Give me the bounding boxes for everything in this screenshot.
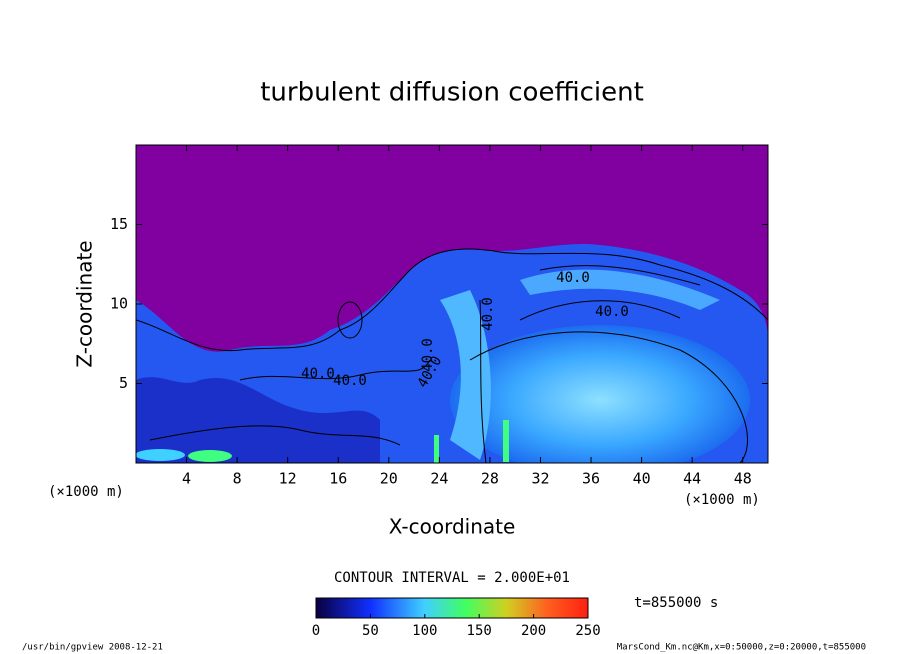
x-tick-label: 28 bbox=[481, 470, 499, 488]
contour-label: 40.0 bbox=[333, 373, 367, 389]
contour-label: 40.0 bbox=[480, 297, 496, 331]
x-tick-label: 48 bbox=[734, 470, 752, 488]
colorbar-tick-label: 100 bbox=[412, 623, 437, 639]
colorbar-tick-label: 50 bbox=[362, 623, 379, 639]
footer-left: /usr/bin/gpview 2008-12-21 bbox=[22, 643, 163, 653]
chart-title: turbulent diffusion coefficient bbox=[260, 78, 644, 108]
y-tick-label: 15 bbox=[110, 215, 128, 233]
x-tick-label: 36 bbox=[582, 470, 600, 488]
time-label: t=855000 s bbox=[634, 595, 718, 611]
colorbar-tick-label: 250 bbox=[575, 623, 600, 639]
contour-interval: CONTOUR INTERVAL = 2.000E+01 bbox=[334, 570, 570, 586]
x-tick-label: 24 bbox=[430, 470, 448, 488]
x-tick-label: 12 bbox=[279, 470, 297, 488]
contour-label: 40.0 bbox=[556, 270, 590, 286]
colorbar-tick-label: 200 bbox=[521, 623, 546, 639]
x-unit-label: (×1000 m) bbox=[48, 484, 124, 500]
y-tick-label: 10 bbox=[110, 295, 128, 313]
footer-right: MarsCond_Km.nc@Km,x=0:50000,z=0:20000,t=… bbox=[617, 643, 866, 653]
contour-label: 40.0 bbox=[595, 304, 629, 320]
x-axis-label: X-coordinate bbox=[389, 515, 516, 539]
y-axis-label: Z-coordinate bbox=[73, 240, 97, 367]
colorbar-tick-label: 0 bbox=[312, 623, 320, 639]
y-tick-label: 5 bbox=[119, 374, 128, 392]
contour-field bbox=[136, 145, 768, 463]
x-tick-label: 8 bbox=[233, 470, 242, 488]
colorbar bbox=[315, 597, 589, 619]
x-tick-label: 16 bbox=[329, 470, 347, 488]
x-tick-label: 40 bbox=[633, 470, 651, 488]
x-tick-label: 32 bbox=[531, 470, 549, 488]
colorbar-tick-label: 150 bbox=[467, 623, 492, 639]
contour-label: 40.0 bbox=[420, 338, 436, 372]
x-tick-label: 44 bbox=[683, 470, 701, 488]
x-tick-label: 20 bbox=[380, 470, 398, 488]
x-unit-label: (×1000 m) bbox=[684, 492, 760, 508]
contour-label: 40.0 bbox=[301, 366, 335, 382]
x-tick-label: 4 bbox=[182, 470, 191, 488]
